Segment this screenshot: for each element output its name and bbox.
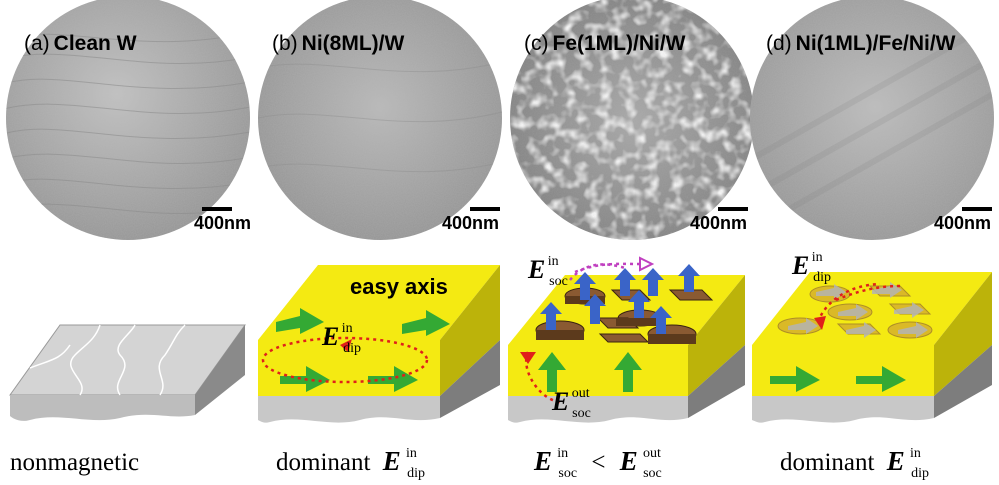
svg-text:400nm: 400nm [194, 213, 251, 233]
svg-text:easy axis: easy axis [350, 274, 448, 299]
panel-d-label: (d) Ni(1ML)/Fe/Ni/W [766, 32, 956, 55]
e-dip-label-b: E in dip [321, 319, 361, 356]
schematic-b: easy axis E in dip [258, 265, 500, 423]
caption-a: nonmagnetic [10, 449, 139, 476]
e-soc-out-label-c: E out soc [551, 384, 594, 421]
schematic-c: E in soc E out soc [508, 252, 745, 423]
image-ni-fe-ni-w [750, 0, 994, 240]
image-ni-w [258, 0, 502, 240]
image-fe-ni-w [510, 0, 754, 240]
schematic-a [9, 324, 246, 421]
svg-text:400nm: 400nm [442, 213, 499, 233]
e-soc-in-label-c: E in soc [527, 252, 568, 289]
schematic-d: E in dip [752, 248, 992, 423]
caption-d: dominant E in dip [780, 436, 929, 481]
scalebar-d: 400nm [934, 207, 992, 233]
scalebar-b: 400nm [442, 207, 500, 233]
panel-c-label: (c) Fe(1ML)/Ni/W [524, 32, 686, 55]
scalebar-a: 400nm [194, 207, 251, 233]
panel-a-label: (a) Clean W [24, 32, 137, 55]
scalebar-c: 400nm [690, 207, 748, 233]
svg-text:400nm: 400nm [934, 213, 991, 233]
image-clean-w [6, 0, 250, 240]
e-dip-label-d: E in dip [791, 248, 831, 285]
caption-b: dominant E in dip [276, 436, 425, 481]
caption-c: E in soc < E out soc [533, 436, 667, 483]
svg-text:400nm: 400nm [690, 213, 747, 233]
panel-b-label: (b) Ni(8ML)/W [272, 32, 404, 55]
